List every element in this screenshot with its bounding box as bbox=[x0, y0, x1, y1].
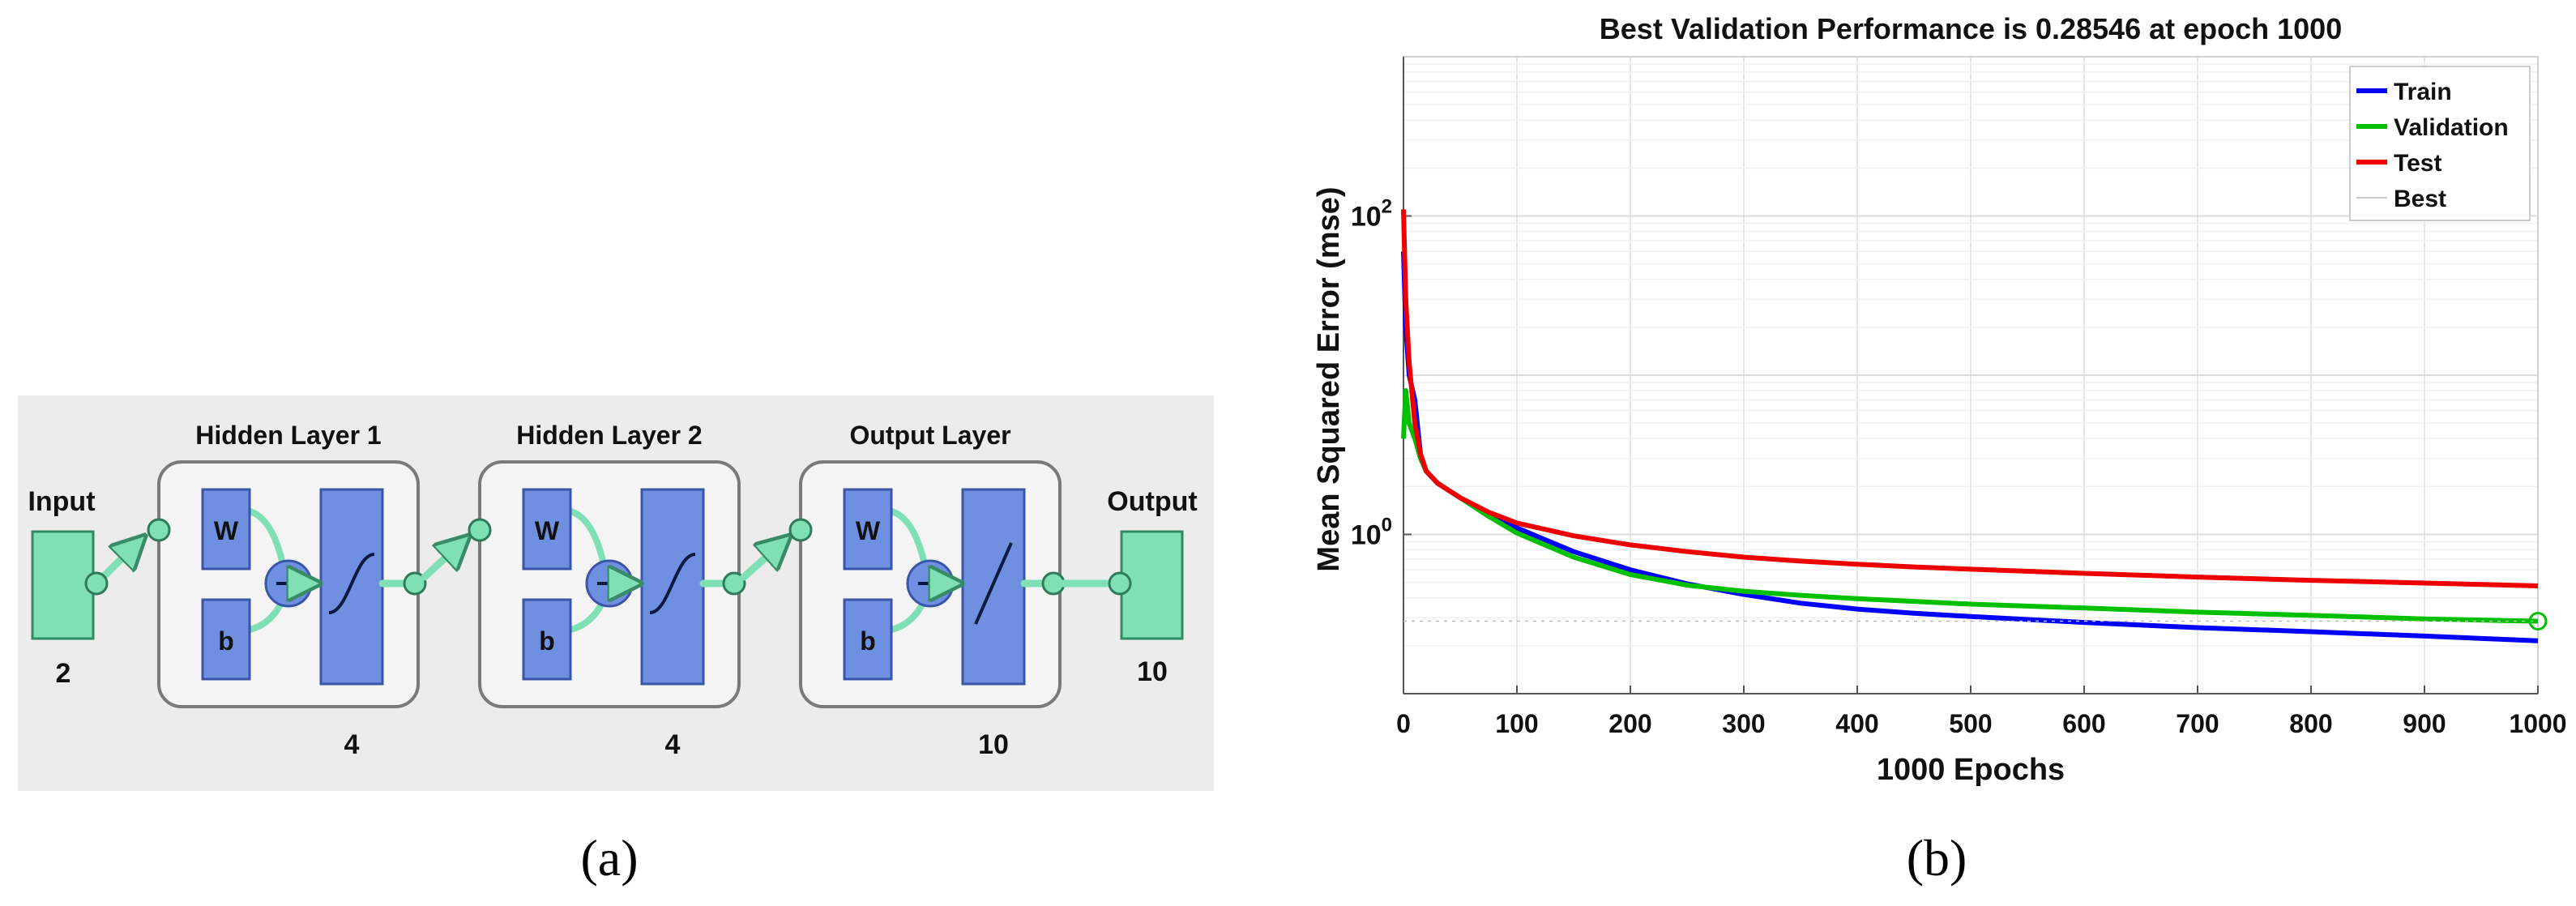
x-tick-label: 1000 bbox=[2509, 709, 2566, 738]
weight-block bbox=[522, 488, 572, 571]
layer1-out-node bbox=[403, 571, 427, 596]
best-marker bbox=[2528, 611, 2548, 630]
input-size: 2 bbox=[56, 658, 71, 689]
x-tick-label: 300 bbox=[1722, 709, 1765, 738]
weight-link bbox=[566, 507, 606, 562]
connectors bbox=[84, 518, 1132, 596]
layer-size: 10 bbox=[978, 729, 1009, 760]
caption-a: (a) bbox=[580, 829, 638, 887]
weight-label: W bbox=[214, 516, 239, 545]
bias-block bbox=[843, 598, 893, 681]
y-tick-label: 102 bbox=[1351, 196, 1392, 233]
sigmoid-transfer-icon bbox=[649, 553, 696, 614]
layer-title: Output Layer bbox=[849, 421, 1010, 450]
x-tick-label: 600 bbox=[2062, 709, 2105, 738]
bias-block bbox=[201, 598, 251, 681]
output-label: Output bbox=[1107, 486, 1197, 517]
legend: Train Validation Test Best bbox=[2349, 66, 2531, 221]
weight-block bbox=[201, 488, 251, 571]
bias-label: b bbox=[860, 626, 876, 656]
linear-transfer-icon bbox=[974, 542, 1013, 625]
sigmoid-transfer-icon bbox=[328, 553, 375, 614]
weight-label: W bbox=[856, 516, 881, 545]
layer1-in-node bbox=[147, 518, 171, 542]
layer-size: 4 bbox=[344, 729, 360, 760]
series-test bbox=[1401, 209, 2539, 588]
bias-label: b bbox=[539, 626, 555, 656]
output-node bbox=[1108, 571, 1132, 596]
x-tick-label: 0 bbox=[1396, 709, 1411, 738]
series bbox=[1401, 209, 2548, 643]
x-tick-label: 500 bbox=[1949, 709, 1992, 738]
legend-label: Validation bbox=[2394, 114, 2509, 141]
caption-b: (b) bbox=[1907, 829, 1967, 887]
weight-label: W bbox=[535, 516, 560, 545]
l1-to-l2 bbox=[421, 536, 468, 581]
transfer-block bbox=[961, 488, 1026, 686]
layer2-out-node bbox=[722, 571, 746, 596]
x-axis-label: 1000 Epochs bbox=[1877, 753, 2065, 787]
x-tick-label: 800 bbox=[2289, 709, 2332, 738]
layer2-in-node bbox=[468, 518, 492, 542]
layer3-in-node bbox=[788, 518, 813, 542]
input-label: Input bbox=[28, 486, 95, 517]
x-tick-label: 700 bbox=[2176, 709, 2219, 738]
layer-title: Hidden Layer 1 bbox=[195, 421, 381, 450]
layer-title: Hidden Layer 2 bbox=[516, 421, 702, 450]
input-node bbox=[84, 571, 109, 596]
weight-block bbox=[843, 488, 893, 571]
output-block bbox=[1120, 530, 1184, 640]
chart-title: Best Validation Performance is 0.28546 a… bbox=[1600, 12, 2342, 45]
network-diagram: Input 2 Output 10 Hidden Layer 1 Wb 4 Hidde… bbox=[18, 395, 1214, 887]
performance-chart: Best Validation Performance is 0.28546 a… bbox=[1312, 12, 2567, 887]
weight-link bbox=[887, 507, 927, 562]
x-tick-label: 900 bbox=[2403, 709, 2446, 738]
weight-link bbox=[246, 507, 285, 562]
legend-label: Best bbox=[2394, 186, 2446, 212]
l2-to-l3 bbox=[740, 536, 789, 581]
bias-label: b bbox=[218, 626, 234, 656]
x-tick-label: 200 bbox=[1608, 709, 1651, 738]
output-size: 10 bbox=[1137, 656, 1168, 687]
y-axis-label: Mean Squared Error (mse) bbox=[1312, 186, 1346, 571]
y-tick-label: 100 bbox=[1351, 515, 1392, 551]
x-tick-label: 400 bbox=[1835, 709, 1878, 738]
legend-label: Train bbox=[2394, 79, 2452, 105]
layer-size: 4 bbox=[665, 729, 681, 760]
bias-block bbox=[522, 598, 572, 681]
x-tick-label: 100 bbox=[1495, 709, 1538, 738]
axes: 0 100 200 300 400 500 600 700 800 900 1000 100 102 bbox=[1351, 57, 2567, 738]
legend-label: Test bbox=[2394, 150, 2441, 177]
input-block bbox=[31, 530, 95, 640]
